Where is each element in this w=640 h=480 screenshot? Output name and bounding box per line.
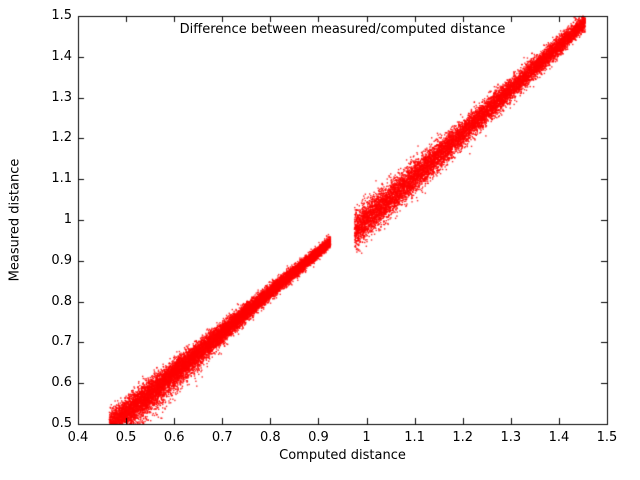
y-tick-label: 1.2 — [51, 130, 72, 146]
y-tick-label: 1.4 — [51, 48, 72, 64]
y-tick-label: 1.5 — [51, 8, 72, 23]
x-tick-label: 1 — [362, 430, 371, 445]
y-tick-label: 0.8 — [51, 293, 72, 309]
x-tick-label: 1.1 — [404, 430, 425, 445]
x-tick-label: 1.4 — [548, 430, 570, 445]
x-axis-label: Computed distance — [279, 448, 406, 463]
y-tick-label: 1 — [63, 212, 72, 227]
x-tick-label: 0.9 — [308, 430, 329, 445]
y-tick-label: 0.7 — [51, 334, 72, 350]
x-tick-label: 0.5 — [115, 430, 137, 445]
y-tick-label: 0.6 — [51, 375, 72, 391]
x-tick-label: 0.6 — [163, 430, 185, 445]
x-tick-label: 1.2 — [452, 430, 474, 445]
x-tick-label: 1.3 — [500, 430, 522, 445]
y-axis-label: Measured distance — [7, 158, 23, 282]
chart-title: Difference between measured/computed dis… — [179, 22, 506, 37]
x-tick-label: 0.8 — [260, 430, 281, 445]
x-tick-label: 0.4 — [67, 430, 89, 445]
y-tick-label: 1.1 — [51, 171, 72, 187]
y-tick-label: 0.9 — [51, 252, 72, 268]
x-tick-label: 1.5 — [596, 430, 618, 445]
y-tick-label: 1.3 — [51, 89, 72, 105]
y-tick-label: 0.5 — [51, 416, 72, 431]
x-tick-label: 0.7 — [211, 430, 233, 445]
